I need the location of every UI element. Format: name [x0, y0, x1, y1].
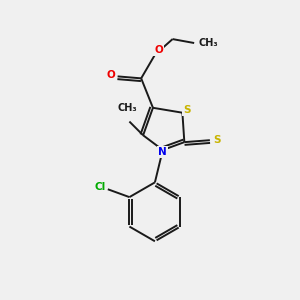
Text: Cl: Cl: [94, 182, 106, 192]
Text: O: O: [106, 70, 115, 80]
Text: N: N: [158, 147, 167, 157]
Text: S: S: [213, 135, 220, 145]
Text: O: O: [154, 45, 163, 55]
Text: CH₃: CH₃: [118, 103, 137, 113]
Text: S: S: [184, 105, 191, 115]
Text: CH₃: CH₃: [198, 38, 218, 48]
